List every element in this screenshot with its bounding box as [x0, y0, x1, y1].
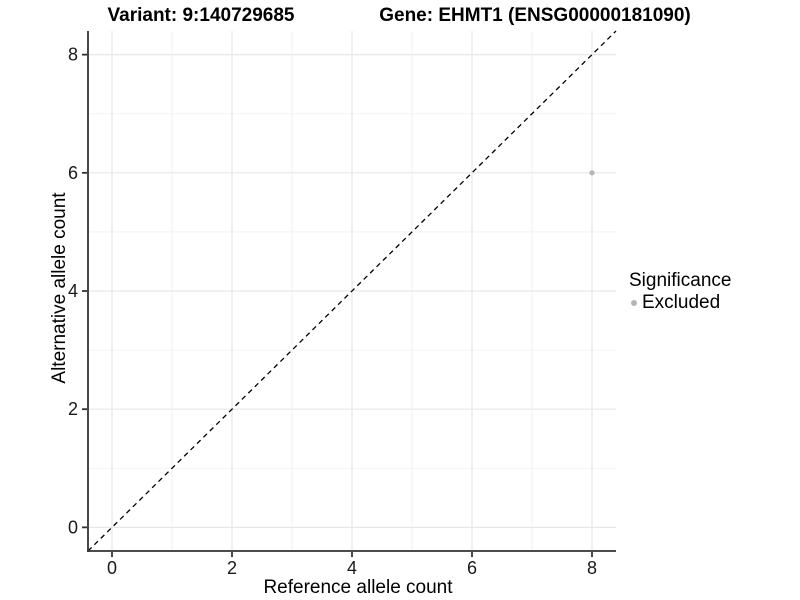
data-point [589, 170, 595, 176]
x-tick-label: 0 [107, 558, 117, 578]
legend-item-label: Excluded [642, 292, 721, 313]
legend-title: Significance [629, 270, 732, 291]
x-tick-label: 2 [227, 558, 237, 578]
x-tick-label: 6 [467, 558, 477, 578]
y-axis-title: Alternative allele count [49, 192, 70, 384]
y-tick-label: 8 [68, 45, 78, 65]
identity-reference-line [87, 30, 617, 552]
x-tick-label: 8 [587, 558, 597, 578]
legend-item-excluded: Excluded [629, 292, 731, 313]
excluded-point-icon [631, 299, 637, 306]
y-tick-label: 2 [68, 399, 78, 419]
x-tick-label: 4 [347, 558, 357, 578]
y-tick-label: 6 [68, 163, 78, 183]
y-tick-label: 4 [68, 281, 78, 301]
variant-title: Variant: 9:140729685 [107, 5, 295, 26]
legend: Significance Excluded [629, 270, 731, 313]
x-axis-title: Reference allele count [263, 577, 453, 598]
gene-title: Gene: EHMT1 (ENSG00000181090) [379, 5, 691, 26]
y-tick-label: 0 [68, 517, 78, 537]
